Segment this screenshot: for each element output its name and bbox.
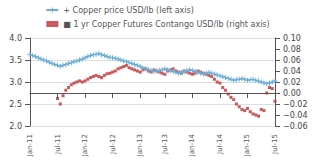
- svg-text:Jan-15: Jan-15: [243, 134, 251, 157]
- svg-text:Jan-14: Jan-14: [188, 133, 196, 157]
- svg-text:4.0: 4.0: [9, 34, 22, 43]
- svg-text:Jul-13: Jul-13: [161, 134, 169, 155]
- svg-text:2.5: 2.5: [9, 100, 22, 109]
- svg-text:Jul-11: Jul-11: [54, 134, 62, 155]
- svg-text:Jan-13: Jan-13: [136, 134, 144, 157]
- svg-text:−0.06: −0.06: [283, 122, 308, 131]
- svg-text:Jul-12: Jul-12: [109, 134, 117, 155]
- svg-text:−0.02: −0.02: [283, 100, 308, 109]
- svg-text:0.06: 0.06: [283, 56, 301, 65]
- svg-text:0.08: 0.08: [283, 45, 301, 54]
- svg-text:−0.04: −0.04: [283, 111, 308, 120]
- svg-text:Jan-11: Jan-11: [26, 134, 34, 157]
- svg-text:0.04: 0.04: [283, 67, 301, 76]
- svg-text:0.02: 0.02: [283, 78, 301, 87]
- svg-text:0.10: 0.10: [283, 34, 301, 43]
- svg-text:■ 1 yr Copper Futures Contango: ■ 1 yr Copper Futures Contango USD/lb (r…: [63, 20, 269, 29]
- svg-text:Jul-14: Jul-14: [216, 133, 224, 154]
- svg-text:0.00: 0.00: [283, 89, 301, 98]
- svg-text:+ Copper price USD/lb (left ax: + Copper price USD/lb (left axis): [63, 6, 194, 15]
- svg-text:2.0: 2.0: [9, 122, 22, 131]
- svg-text:3.0: 3.0: [9, 78, 22, 87]
- svg-text:3.5: 3.5: [9, 56, 22, 65]
- svg-text:Jul-15: Jul-15: [271, 134, 279, 155]
- svg-text:Jan-12: Jan-12: [81, 134, 89, 157]
